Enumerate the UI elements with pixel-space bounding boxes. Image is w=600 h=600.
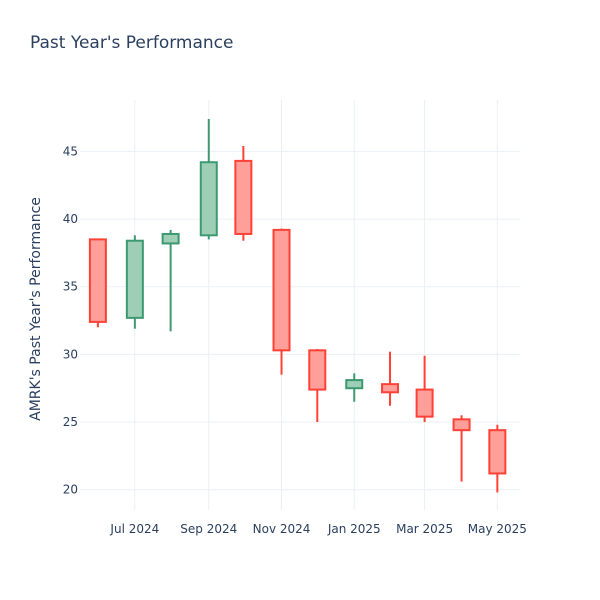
candle-decreasing (272, 228, 291, 375)
candle-body (415, 388, 434, 418)
chart-title: Past Year's Performance (30, 33, 234, 53)
candle-body (234, 159, 253, 235)
y-axis-label: AMRK's Past Year's Performance (28, 197, 44, 421)
y-tick-label: 35 (63, 280, 78, 294)
candle-decreasing (415, 355, 434, 423)
candle-layer (88, 118, 507, 493)
candle-body (381, 383, 400, 394)
x-tick-label: Nov 2024 (253, 522, 311, 536)
candle-body (308, 349, 327, 391)
x-tick-label: Jan 2025 (327, 522, 381, 536)
candle-body (88, 238, 107, 323)
x-tick-label: Sep 2024 (180, 522, 237, 536)
candle-body (199, 161, 218, 237)
y-tick-label: 45 (63, 144, 78, 158)
x-tick-label: May 2025 (468, 522, 527, 536)
candle-decreasing (488, 424, 507, 493)
x-tick-label: Mar 2025 (396, 522, 453, 536)
grid-layer (80, 100, 520, 510)
candle-body (161, 232, 180, 245)
y-tick-label: 40 (63, 212, 78, 226)
y-tick-label: 20 (63, 483, 78, 497)
y-tick-label: 25 (63, 415, 78, 429)
candle-increasing (345, 373, 364, 402)
candle-body (125, 239, 144, 319)
candle-decreasing (452, 415, 471, 482)
candle-decreasing (234, 146, 253, 241)
candle-decreasing (381, 351, 400, 406)
candle-body (345, 379, 364, 390)
candle-increasing (125, 235, 144, 329)
candle-increasing (161, 229, 180, 332)
candle-decreasing (88, 238, 107, 328)
candle-body (488, 429, 507, 475)
candle-body (452, 418, 471, 432)
x-tick-label: Jul 2024 (109, 522, 159, 536)
candle-increasing (199, 118, 218, 240)
axis-layer: 20 25 30 35 40 45 Jul 2024 Sep 2024 Nov 2024 Jan … (63, 144, 527, 536)
candle-body (272, 228, 291, 352)
y-tick-label: 30 (63, 347, 78, 361)
candle-decreasing (308, 348, 327, 423)
